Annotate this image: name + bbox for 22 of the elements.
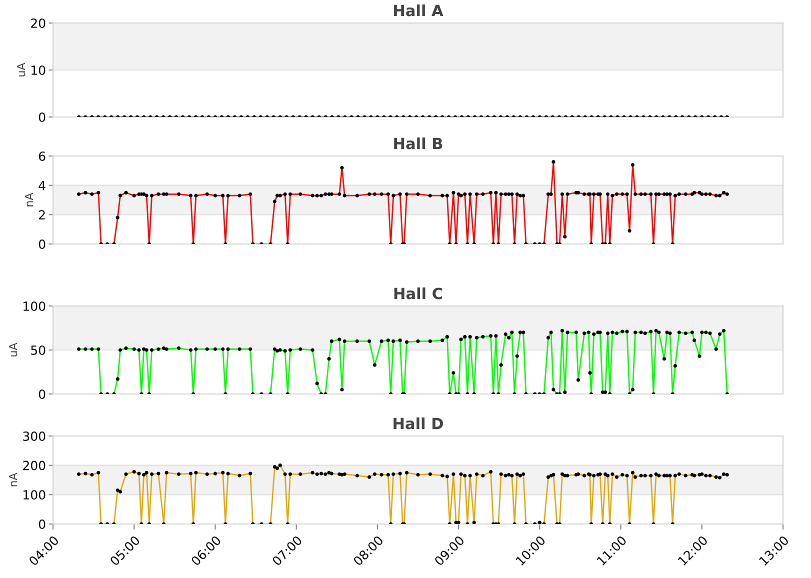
y-tick-label: 50: [31, 345, 46, 355]
chart-title: Hall B: [394, 137, 442, 150]
y-tick-label: 2: [39, 210, 45, 220]
y-tick-label: 0: [38, 519, 46, 529]
chart-title: Hall C: [394, 287, 442, 300]
y-tick-label: 0: [38, 112, 46, 122]
y-tick-label: 0: [38, 389, 46, 399]
y-tick-label: 6: [38, 151, 46, 161]
y-axis-title: uA: [9, 342, 18, 356]
y-tick-label: 0: [38, 239, 46, 249]
y-axis-title: nA: [24, 192, 34, 206]
y-tick-label: 300: [23, 431, 46, 441]
y-axis-title: nA: [9, 472, 18, 486]
y-tick-label: 200: [23, 460, 46, 470]
y-tick-label: 10: [32, 65, 46, 75]
chart-title: Hall A: [394, 4, 444, 16]
y-tick-label: 4: [38, 180, 46, 190]
y-tick-label: 100: [24, 301, 46, 311]
y-tick-label: 20: [31, 18, 46, 28]
chart-title: Hall D: [394, 417, 443, 430]
y-tick-label: 100: [24, 490, 46, 500]
y-axis-title: uA: [16, 62, 26, 76]
